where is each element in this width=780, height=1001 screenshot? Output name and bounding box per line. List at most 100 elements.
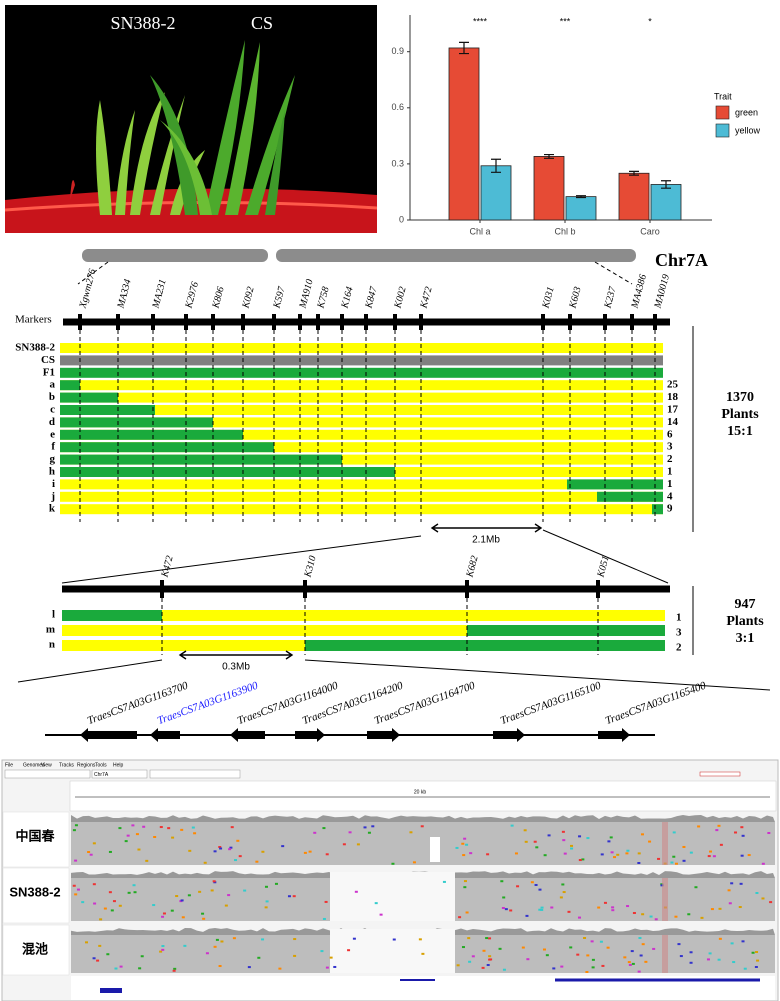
igv-mismatch [98,944,102,947]
zoom-line [304,659,771,691]
marker-label: K051 [595,555,611,580]
igv-mismatch [755,951,759,954]
igv-track-label: SN388-2 [9,884,60,899]
igv-mismatch [181,916,185,919]
igv-mismatch [591,966,595,969]
igv-mismatch [603,901,607,904]
igv-mismatch [468,960,472,963]
igv-mismatch [657,857,661,860]
igv-mismatch [224,904,228,907]
igv-mismatch [649,915,653,918]
significance: **** [473,16,488,26]
igv-mismatch [710,908,714,911]
igv-mismatch [743,967,747,970]
igv-mismatch [108,850,112,853]
genotype-row [62,625,665,636]
igv-mismatch [153,835,157,838]
legend-swatch [715,123,730,138]
marker-label: K310 [302,555,318,580]
bar [618,172,650,221]
igv-mismatch [247,966,251,969]
igv-mismatch [740,854,744,857]
igv-mismatch [578,859,582,862]
igv-mismatch [542,948,546,951]
igv-mismatch [463,880,467,883]
igv-mismatch [92,842,96,845]
igv-mismatch [562,891,566,894]
marker-label: K031 [540,286,556,311]
row-label: i [52,478,55,490]
marker-tick [211,314,215,330]
igv-mismatch [545,954,549,957]
igv-mismatch [525,914,529,917]
igv-mismatch [99,918,103,921]
zoom-line [77,261,109,285]
igv-mismatch [523,829,527,832]
marker-tick [393,314,397,330]
marker-tick [568,314,572,330]
marker-tick [116,314,120,330]
igv-mismatch [689,851,693,854]
igv-mismatch [161,915,165,918]
error-bar [544,153,554,159]
igv-mismatch [213,945,217,948]
igv-mismatch [576,953,580,956]
igv-mismatch [201,912,205,915]
igv-mismatch [74,893,78,896]
igv-mismatch [257,956,261,959]
plant-count: 18 [667,391,679,403]
igv-gene-block [100,988,122,993]
igv-menu: Tools [95,762,107,768]
bar [565,196,597,221]
igv-mismatch [570,844,574,847]
igv-mismatch [229,846,233,849]
igv-mismatch [325,853,329,856]
marker-tick [364,314,368,330]
bar [533,156,565,221]
igv-mismatch [707,855,711,858]
igv-mismatch [442,880,446,883]
population-label: Plants [721,407,759,422]
igv-mismatch [623,956,627,959]
igv-mismatch [173,967,177,970]
igv-mismatch [677,943,681,946]
igv-mismatch [322,917,326,920]
igv-mismatch [509,909,513,912]
igv-mismatch [543,854,547,857]
igv-mismatch [628,963,632,966]
population-label: 947 [735,597,756,612]
igv-mismatch [689,961,693,964]
gene-arrow [493,728,525,742]
igv-mismatch [754,965,758,968]
igv-mismatch [313,831,317,834]
marker-label: K806 [210,286,226,311]
igv-mismatch [409,831,413,834]
igv-mismatch [738,906,742,909]
legend-label: yellow [735,125,761,135]
interval-arrow [178,650,294,660]
igv-mismatch [630,950,634,953]
igv-mismatch [637,852,641,855]
plant-count: 14 [667,416,679,428]
population-label: 1370 [726,390,754,405]
igv-mismatch [131,824,135,827]
igv-mismatch [644,960,648,963]
igv-mismatch [188,849,192,852]
igv-mismatch [132,884,136,887]
marker-tick [596,580,600,598]
genotype-row [62,610,665,621]
igv-mismatch [324,900,328,903]
plant-count: 25 [667,379,679,391]
igv-mismatch [461,842,465,845]
igv-mismatch [562,839,566,842]
marker-tick [340,314,344,330]
igv-mismatch [119,965,123,968]
igv-mismatch [96,959,100,962]
genotype-row [60,392,663,403]
marker-tick [541,314,545,330]
igv-mismatch [751,951,755,954]
igv-mismatch [524,840,528,843]
marker-tick [78,314,82,330]
marker-tick [630,314,634,330]
igv-mismatch [175,895,179,898]
